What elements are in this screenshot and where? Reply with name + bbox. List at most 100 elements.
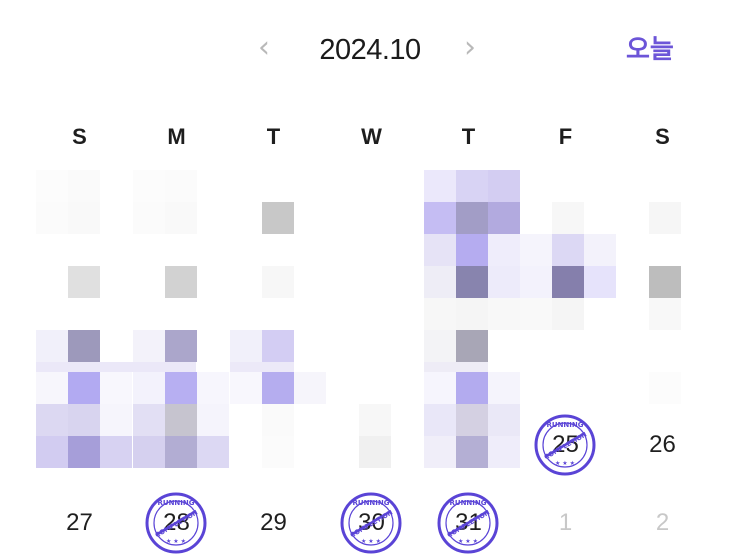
mosaic-tile bbox=[165, 266, 197, 298]
stamp-bottom-text: COMPLETION bbox=[446, 508, 492, 539]
mosaic-tile bbox=[424, 202, 456, 234]
stamp-bottom-text: COMPLETION bbox=[349, 508, 395, 539]
calendar-day-29[interactable]: 29 bbox=[260, 509, 287, 536]
mosaic-tile bbox=[552, 202, 584, 234]
mosaic-tile bbox=[165, 170, 197, 202]
calendar-day-next-2[interactable]: 2 bbox=[655, 509, 670, 536]
stamp-top-text: RUNNING bbox=[547, 421, 584, 429]
weekday-mon: M bbox=[167, 124, 186, 149]
mosaic-tile bbox=[456, 436, 488, 468]
mosaic-tile bbox=[649, 298, 681, 330]
mosaic-tile bbox=[424, 372, 456, 404]
mosaic-tile bbox=[197, 436, 229, 468]
mosaic-tile bbox=[649, 372, 681, 404]
mosaic-tile bbox=[262, 404, 294, 436]
stamp-top-text: RUNNING bbox=[450, 499, 487, 507]
mosaic-tile bbox=[488, 234, 520, 266]
mosaic-tile bbox=[488, 436, 520, 468]
mosaic-tile bbox=[649, 202, 681, 234]
mosaic-tile bbox=[165, 436, 197, 468]
mosaic-tile bbox=[36, 330, 68, 362]
mosaic-tile bbox=[552, 266, 584, 298]
mosaic-tile bbox=[488, 372, 520, 404]
mosaic-tile bbox=[165, 404, 197, 436]
mosaic-tile bbox=[520, 234, 552, 266]
svg-text:★ ★ ★: ★ ★ ★ bbox=[458, 538, 478, 545]
mosaic-tile bbox=[36, 202, 68, 234]
mosaic-tile bbox=[424, 330, 456, 362]
mosaic-tile bbox=[359, 436, 391, 468]
today-button[interactable]: 오늘 bbox=[626, 35, 674, 65]
prev-month-button[interactable]: ‹ bbox=[258, 30, 270, 65]
weekday-sat: S bbox=[655, 124, 670, 149]
mosaic-tile bbox=[230, 372, 262, 404]
mosaic-tile bbox=[584, 234, 616, 266]
mosaic-tile bbox=[424, 234, 456, 266]
mosaic-tile bbox=[488, 170, 520, 202]
running-completion-stamp: RUNNING COMPLETION ★ ★ ★ bbox=[437, 492, 499, 554]
mosaic-tile bbox=[424, 298, 456, 330]
mosaic-tile bbox=[68, 330, 100, 362]
calendar-day-next-1[interactable]: 1 bbox=[558, 509, 573, 536]
mosaic-tile bbox=[488, 266, 520, 298]
mosaic-tile bbox=[488, 298, 520, 330]
running-completion-stamp: RUNNING COMPLETION ★ ★ ★ bbox=[534, 414, 596, 476]
mosaic-tile bbox=[262, 202, 294, 234]
mosaic-tile bbox=[68, 170, 100, 202]
stamp-top-text: RUNNING bbox=[158, 499, 195, 507]
mosaic-tile bbox=[520, 298, 552, 330]
mosaic-tile bbox=[456, 202, 488, 234]
mosaic-tile bbox=[359, 404, 391, 436]
mosaic-tile bbox=[552, 298, 584, 330]
mosaic-tile bbox=[230, 330, 262, 362]
mosaic-tile bbox=[197, 372, 229, 404]
mosaic-tile bbox=[649, 266, 681, 298]
mosaic-tile bbox=[133, 404, 165, 436]
mosaic-tile bbox=[424, 266, 456, 298]
month-label: 2024.10 bbox=[319, 34, 421, 66]
mosaic-tile bbox=[520, 266, 552, 298]
mosaic-tile bbox=[424, 362, 488, 372]
svg-text:★ ★ ★: ★ ★ ★ bbox=[555, 460, 575, 467]
mosaic-tile bbox=[133, 372, 165, 404]
weekday-wed: W bbox=[361, 124, 382, 149]
mosaic-tile bbox=[100, 372, 132, 404]
calendar-day-27[interactable]: 27 bbox=[66, 509, 93, 536]
mosaic-tile bbox=[552, 234, 584, 266]
stamp-bottom-text: COMPLETION bbox=[543, 430, 589, 461]
mosaic-tile bbox=[133, 330, 165, 362]
weekday-thu: T bbox=[461, 124, 476, 149]
mosaic-tile bbox=[230, 362, 294, 372]
mosaic-tile bbox=[197, 404, 229, 436]
mosaic-tile bbox=[36, 436, 68, 468]
running-completion-stamp: RUNNING COMPLETION ★ ★ ★ bbox=[145, 492, 207, 554]
mosaic-tile bbox=[133, 202, 165, 234]
mosaic-tile bbox=[262, 266, 294, 298]
mosaic-tile bbox=[68, 266, 100, 298]
weekday-fri: F bbox=[558, 124, 573, 149]
mosaic-tile bbox=[424, 436, 456, 468]
mosaic-tile bbox=[584, 266, 616, 298]
svg-text:★ ★ ★: ★ ★ ★ bbox=[361, 538, 381, 545]
mosaic-tile bbox=[456, 170, 488, 202]
mosaic-tile bbox=[294, 372, 326, 404]
mosaic-tile bbox=[165, 372, 197, 404]
mosaic-tile bbox=[488, 404, 520, 436]
mosaic-tile bbox=[456, 404, 488, 436]
weekday-sun: S bbox=[72, 124, 87, 149]
mosaic-tile bbox=[68, 436, 100, 468]
calendar-day-26[interactable]: 26 bbox=[649, 431, 676, 458]
mosaic-tile bbox=[68, 404, 100, 436]
mosaic-tile bbox=[424, 170, 456, 202]
mosaic-tile bbox=[165, 202, 197, 234]
calendar-header: ‹ 2024.10 › 오늘 bbox=[0, 0, 743, 100]
mosaic-tile bbox=[165, 330, 197, 362]
mosaic-tile bbox=[100, 404, 132, 436]
mosaic-tile bbox=[488, 202, 520, 234]
next-month-button[interactable]: › bbox=[464, 30, 476, 65]
svg-text:★ ★ ★: ★ ★ ★ bbox=[166, 538, 186, 545]
stamp-bottom-text: COMPLETION bbox=[154, 508, 200, 539]
mosaic-tile bbox=[456, 330, 488, 362]
mosaic-tile bbox=[100, 436, 132, 468]
mosaic-tile bbox=[36, 170, 68, 202]
